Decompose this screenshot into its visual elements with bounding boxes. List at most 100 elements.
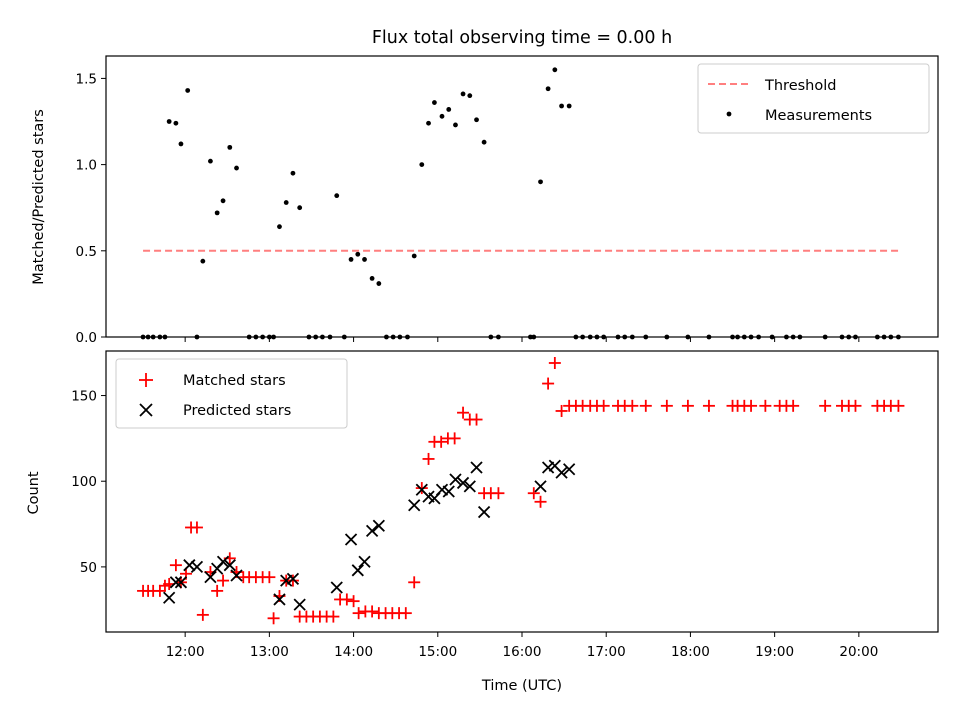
matched-legend-label: Matched stars [183, 373, 286, 389]
predicted-stars-point [330, 581, 343, 594]
matched-stars-point [190, 521, 203, 534]
predicted-stars-point [223, 559, 236, 572]
count-y-ticks: 50 100 150 [71, 389, 106, 576]
predicted-legend-marker [139, 403, 153, 417]
ratio-y-axis-label: Matched/Predicted stars [31, 109, 47, 285]
measurement-point [467, 93, 473, 99]
measurement-point [369, 275, 375, 281]
matched-stars-point [286, 574, 299, 587]
measurement-point [173, 120, 179, 126]
x-tick-label: 17:00 [587, 644, 626, 660]
matched-stars-point [681, 399, 694, 412]
measurement-point [481, 139, 487, 145]
x-tick-label: 18:00 [671, 644, 710, 660]
predicted-stars-point [449, 473, 462, 486]
matched-stars-point [196, 608, 209, 621]
measurement-point [227, 144, 233, 150]
count-marks [137, 356, 905, 625]
measurement-point [559, 103, 564, 109]
matched-stars-point [263, 571, 276, 584]
predicted-stars-point [563, 463, 576, 476]
predicted-stars-point [293, 598, 306, 611]
predicted-stars-point [286, 572, 300, 586]
predicted-stars-point [477, 505, 491, 519]
measurement-point [200, 258, 206, 264]
count-y-tick-label: 150 [71, 389, 97, 405]
ratio-plot: 0.0 0.5 1.0 1.5 Matched/Predicted stars Thr… [31, 55, 939, 346]
predicted-stars-point [372, 519, 385, 532]
threshold-legend-label: Threshold [764, 78, 836, 94]
matched-stars-point [527, 487, 540, 500]
measurement-point [376, 281, 382, 286]
ratio-y-ticks: 0.0 0.5 1.0 1.5 [76, 71, 106, 346]
ratio-y-tick-label: 1.5 [76, 71, 97, 87]
measurement-point [538, 179, 543, 185]
predicted-stars-point [358, 555, 371, 568]
ratio-y-tick-label: 0.5 [76, 244, 97, 260]
predicted-legend-label: Predicted stars [183, 403, 291, 419]
measurement-point [362, 257, 367, 262]
matched-stars-point [819, 399, 832, 412]
matched-stars-point [217, 574, 230, 587]
predicted-stars-point [534, 480, 547, 493]
matched-stars-point [892, 399, 905, 412]
count-legend: Matched stars Predicted stars [115, 358, 348, 429]
measurements-legend-marker [726, 111, 732, 117]
predicted-stars-point [456, 476, 470, 490]
matched-stars-point [327, 610, 340, 623]
measurement-point [460, 91, 466, 97]
predicted-stars-point [442, 485, 455, 498]
matched-stars-point [366, 605, 379, 618]
ratio-legend-box [697, 63, 930, 134]
predicted-stars-point [470, 461, 483, 474]
predicted-stars-point [216, 555, 230, 568]
measurement-point [426, 120, 431, 126]
matched-stars-point [787, 399, 800, 412]
matched-stars-point [492, 487, 505, 500]
ratio-x-ticks [184, 337, 860, 342]
measurement-point [283, 200, 289, 205]
predicted-stars-point [463, 480, 476, 493]
measurement-point [214, 210, 220, 216]
count-x-ticks: 12:00 13:00 14:00 15:00 16:00 17:00 18:00 19:00… [166, 632, 878, 660]
ratio-legend: Threshold Measurements [697, 63, 930, 134]
measurement-point [453, 122, 458, 128]
matched-stars-point [422, 452, 435, 465]
x-axis-label: Time (UTC) [481, 678, 562, 694]
x-tick-label: 14:00 [334, 644, 373, 660]
ratio-y-tick-label: 1.0 [76, 158, 97, 174]
measurement-point [166, 119, 172, 124]
matched-stars-point [267, 612, 280, 625]
measurement-point [552, 67, 558, 73]
measurement-point [446, 107, 452, 112]
matched-stars-point [597, 399, 610, 412]
measurement-point [178, 141, 184, 147]
measurement-point [432, 100, 437, 105]
matched-stars-point [542, 377, 555, 390]
measurement-point [277, 224, 282, 230]
matched-stars-point [660, 399, 673, 412]
predicted-stars-point [174, 576, 188, 589]
measurement-point [185, 88, 191, 93]
measurement-point [411, 253, 417, 259]
matched-stars-point [702, 399, 715, 412]
matched-stars-point [548, 356, 561, 369]
measurement-point [334, 193, 340, 199]
predicted-stars-point [204, 571, 217, 584]
measurement-point [566, 103, 572, 109]
matched-legend-marker [139, 373, 153, 387]
matched-stars-point [408, 576, 421, 589]
matched-stars-point [169, 559, 182, 572]
measurement-point [290, 170, 296, 176]
matched-stars-point [639, 399, 652, 412]
measurements-legend-label: Measurements [765, 108, 872, 124]
measurement-point [234, 165, 239, 171]
predicted-stars-point [163, 591, 176, 604]
predicted-stars-point [555, 466, 568, 479]
predicted-stars-point [273, 593, 286, 606]
matched-stars-point [745, 399, 758, 412]
x-tick-label: 13:00 [250, 644, 289, 660]
matched-stars-point [534, 495, 547, 508]
predicted-stars-point [365, 524, 379, 538]
